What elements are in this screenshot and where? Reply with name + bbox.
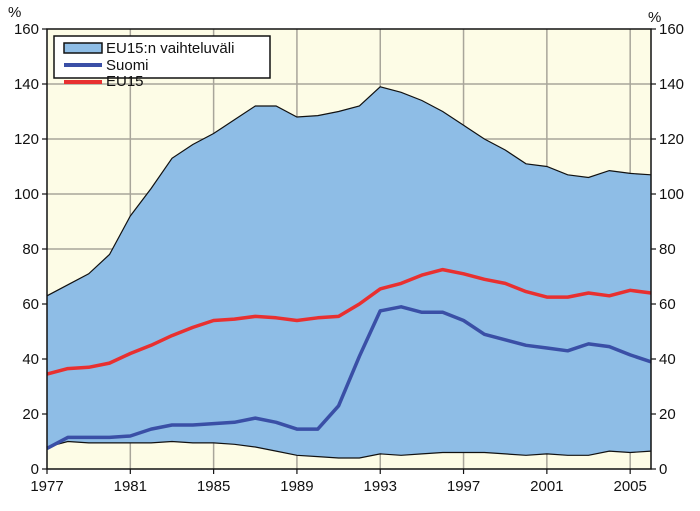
y-tick-label-left: 120	[14, 131, 39, 148]
y-tick-label-left: 20	[22, 406, 39, 423]
x-tick-label: 1985	[197, 478, 230, 495]
y-tick-label-left: 40	[22, 351, 39, 368]
y-tick-label-right: 140	[659, 76, 684, 93]
ticks: 0 0 20 20 40 40 60 60 80 80 100 100 120 120 140 140 160 1…	[14, 21, 684, 495]
range-upper-line	[46, 86, 652, 297]
legend: EU15:n vaihteluväli Suomi EU15	[53, 35, 271, 90]
range-lower-line	[46, 440, 652, 459]
legend-label-suomi: Suomi	[106, 57, 149, 74]
legend-label-eu15: EU15	[106, 73, 144, 90]
x-tick-label: 1977	[30, 478, 63, 495]
legend-label-range: EU15:n vaihteluväli	[106, 40, 234, 57]
y-tick-label-left: 80	[22, 241, 39, 258]
x-tick-label: 1981	[114, 478, 147, 495]
y-tick-label-right: 0	[659, 461, 667, 478]
x-tick-label: 2001	[530, 478, 563, 495]
x-tick-label: 1997	[447, 478, 480, 495]
y-tick-label-right: 80	[659, 241, 676, 258]
y-tick-label-right: 100	[659, 186, 684, 203]
y-tick-label-left: 60	[22, 296, 39, 313]
eu15-line	[46, 267, 652, 376]
y-tick-label-left: 100	[14, 186, 39, 203]
legend-swatch-range	[63, 42, 103, 54]
y-tick-label-left: 160	[14, 21, 39, 38]
x-tick-label: 2005	[613, 478, 646, 495]
range-area	[47, 86, 651, 459]
y-axis-unit-left: %	[8, 4, 21, 21]
y-tick-label-left: 0	[31, 461, 39, 478]
y-tick-label-left: 140	[14, 76, 39, 93]
x-tick-label: 1993	[364, 478, 397, 495]
x-tick-label: 1989	[280, 478, 313, 495]
y-tick-label-right: 20	[659, 406, 676, 423]
suomi-line	[46, 305, 652, 450]
y-tick-label-right: 40	[659, 351, 676, 368]
y-tick-label-right: 120	[659, 131, 684, 148]
y-tick-label-right: 60	[659, 296, 676, 313]
y-axis-unit-right: %	[648, 9, 661, 26]
y-tick-label-right: 160	[659, 21, 684, 38]
